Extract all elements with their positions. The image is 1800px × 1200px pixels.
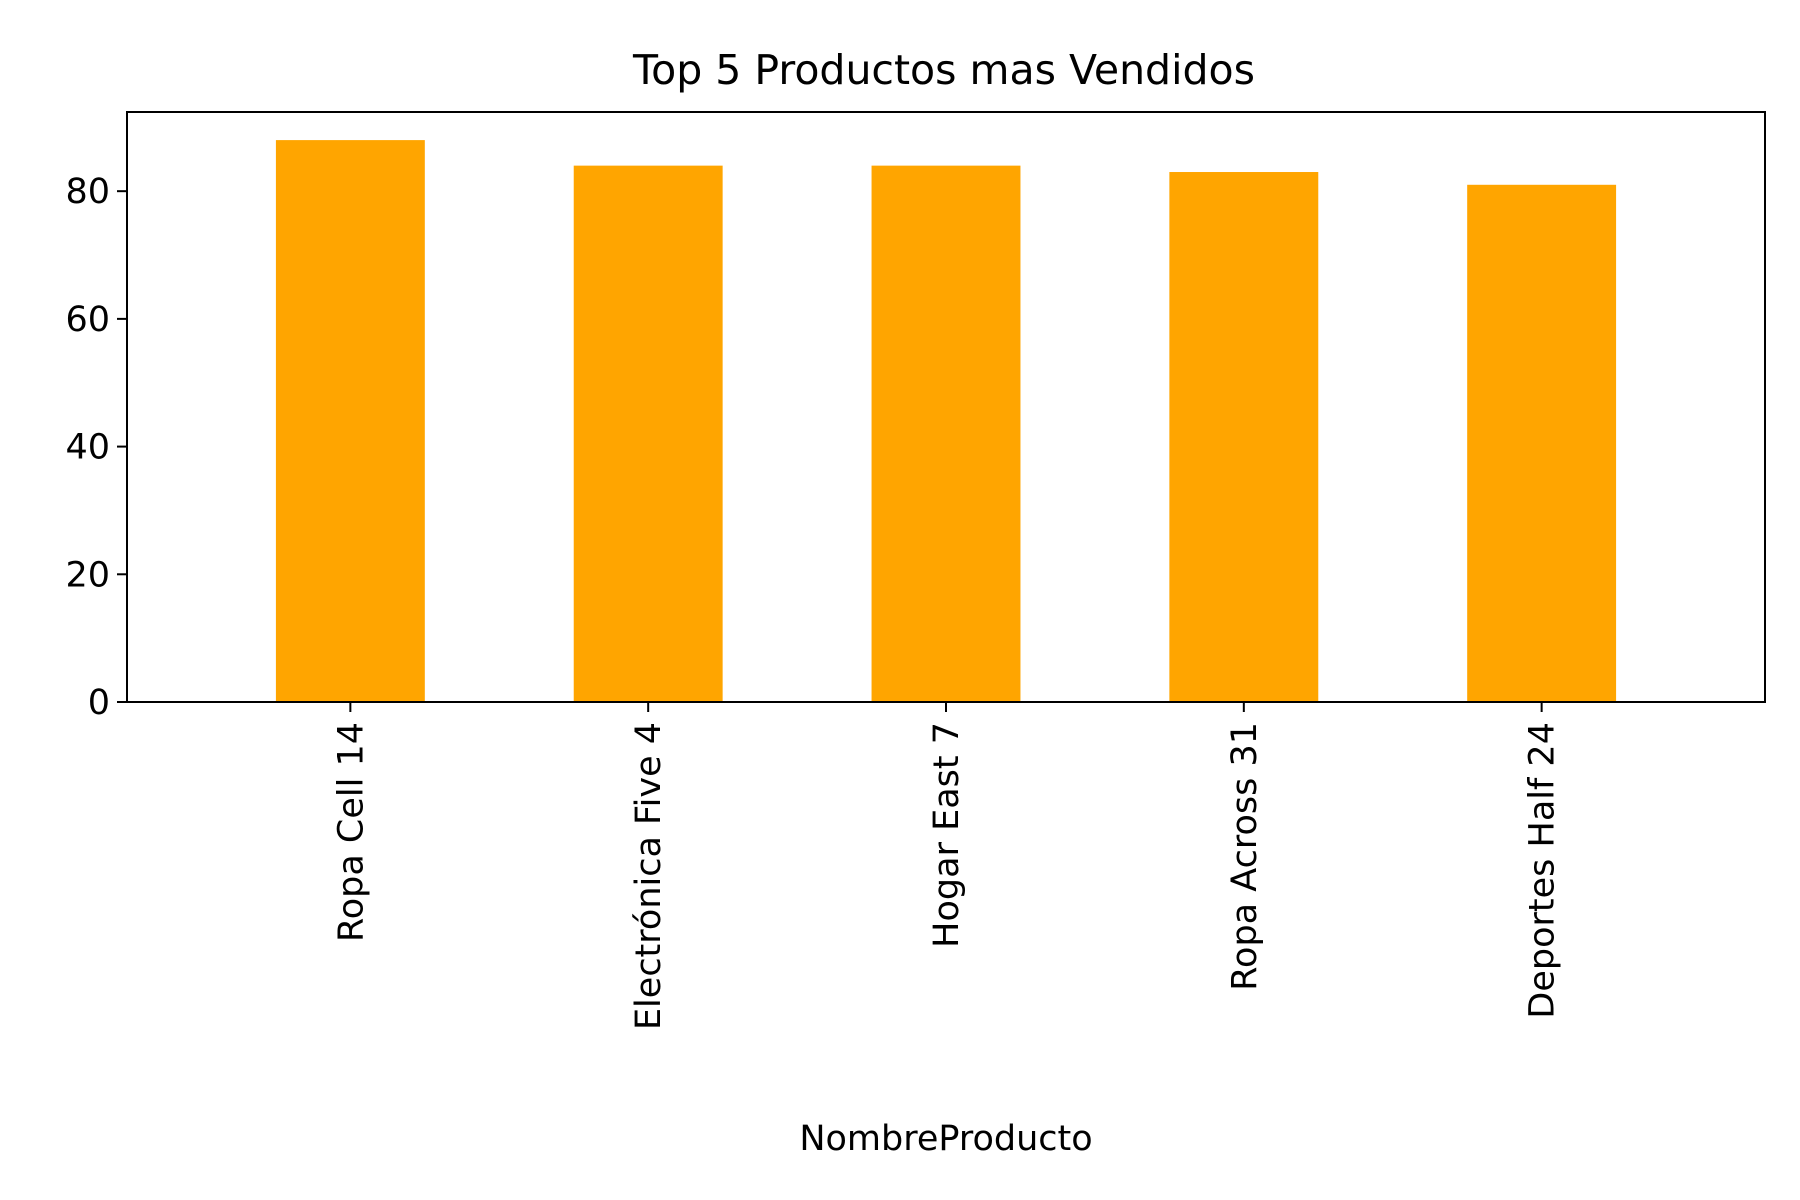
bar-4	[1467, 184, 1617, 703]
x-axis: Ropa Cell 14 Electrónica Five 4 Hogar East…	[331, 702, 1563, 1030]
x-tick-label-0: Ropa Cell 14	[331, 722, 371, 942]
bar-3	[1169, 172, 1319, 702]
y-tick-label-2: 40	[65, 428, 110, 468]
x-tick-label-4: Deportes Half 24	[1523, 722, 1563, 1019]
y-tick-label-0: 0	[88, 683, 110, 723]
y-tick-label-4: 80	[65, 172, 110, 212]
bars-group	[275, 140, 1617, 703]
chart-title: Top 5 Productos mas Vendidos	[632, 46, 1255, 94]
y-axis: 0 20 40 60 80	[65, 172, 127, 723]
x-tick-label-2: Hogar East 7	[927, 722, 967, 948]
x-tick-label-1: Electrónica Five 4	[629, 722, 669, 1030]
x-tick-label-3: Ropa Across 31	[1225, 722, 1265, 991]
y-tick-label-1: 20	[65, 555, 110, 595]
x-axis-label: NombreProducto	[799, 1119, 1092, 1159]
bar-1	[573, 165, 723, 702]
y-tick-label-3: 60	[65, 300, 110, 340]
bar-2	[871, 165, 1021, 702]
plot-frame	[126, 111, 1766, 703]
bar-0	[275, 140, 425, 703]
